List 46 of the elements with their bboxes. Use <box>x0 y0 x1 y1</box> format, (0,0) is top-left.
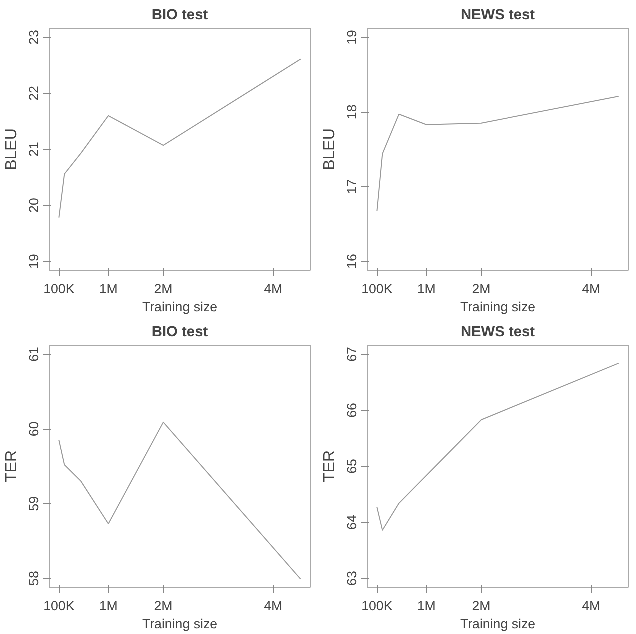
y-tick-label: 16 <box>344 254 360 269</box>
x-axis-title: Training size <box>142 300 218 314</box>
y-axis-title: BLEU <box>322 128 338 170</box>
y-tick-label: 67 <box>344 347 360 362</box>
x-tick-label: 1M <box>417 598 436 614</box>
y-tick-label: 66 <box>344 403 360 418</box>
x-tick-label: 2M <box>472 282 491 296</box>
y-tick-label: 19 <box>344 30 360 45</box>
x-tick-label: 1M <box>99 598 118 614</box>
y-tick-label: 60 <box>26 422 42 437</box>
x-tick-label: 2M <box>154 598 173 614</box>
x-tick-label: 4M <box>264 598 283 614</box>
y-tick-label: 19 <box>26 254 42 269</box>
x-tick-label: 2M <box>154 282 173 296</box>
y-axis-title: BLEU <box>4 128 20 170</box>
y-axis-title: TER <box>4 450 20 482</box>
x-tick-label: 1M <box>417 282 436 296</box>
x-axis-title: Training size <box>460 616 536 632</box>
y-tick-label: 23 <box>26 30 42 45</box>
x-tick-label: 4M <box>582 598 601 614</box>
x-tick-label: 4M <box>582 282 601 296</box>
y-tick-label: 64 <box>344 514 360 530</box>
x-tick-label: 4M <box>264 282 283 296</box>
x-axis-title: Training size <box>460 300 536 314</box>
y-axis-title: TER <box>322 450 338 482</box>
y-tick-label: 63 <box>344 571 360 586</box>
chart-title: NEWS test <box>460 8 536 24</box>
chart-title: NEWS test <box>460 324 536 340</box>
y-tick-label: 65 <box>344 459 360 474</box>
x-tick-label: 100K <box>362 598 393 614</box>
chart-title: BIO test <box>152 8 208 24</box>
x-tick-label: 2M <box>472 598 491 614</box>
y-tick-label: 21 <box>26 142 42 157</box>
chart-title: BIO test <box>152 324 208 340</box>
y-tick-label: 17 <box>344 179 360 194</box>
x-tick-label: 1M <box>99 282 118 296</box>
x-tick-label: 100K <box>44 598 75 614</box>
y-tick-label: 20 <box>26 198 42 213</box>
y-tick-label: 58 <box>26 571 42 586</box>
y-tick-label: 59 <box>26 496 42 512</box>
y-tick-label: 22 <box>26 86 42 101</box>
x-tick-label: 100K <box>44 282 75 296</box>
y-tick-label: 61 <box>26 347 42 362</box>
x-tick-label: 100K <box>362 282 393 296</box>
y-tick-label: 18 <box>344 104 360 120</box>
x-axis-title: Training size <box>142 616 218 632</box>
